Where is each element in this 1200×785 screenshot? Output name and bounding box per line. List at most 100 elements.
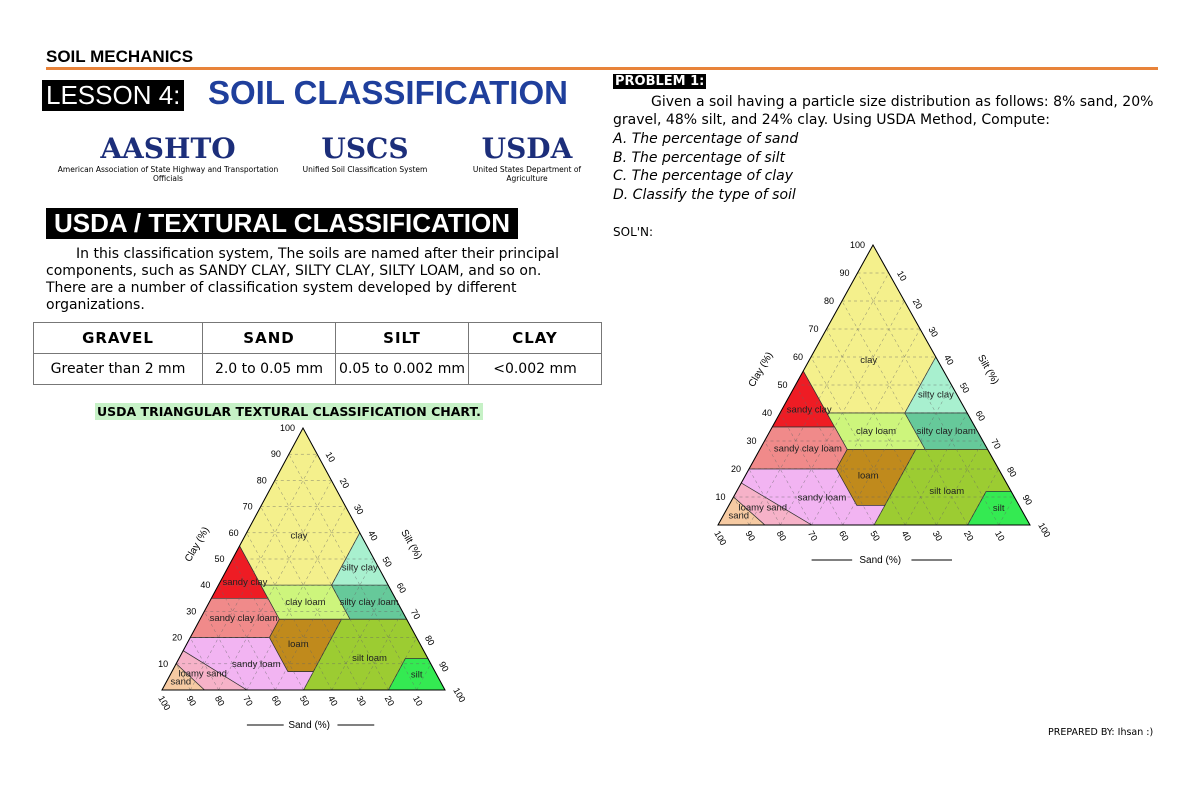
clay-tick-label: 90 [271,449,281,459]
logo-name: USDA [481,132,573,165]
sand-tick-label: 40 [899,529,913,543]
sand-tick-label: 10 [411,694,425,708]
grid-line [873,384,952,526]
silt-tick-label: 90 [437,660,451,674]
grid-line [175,663,191,691]
grid-line [416,663,431,691]
sand-tick-label: 60 [269,694,283,708]
problem-item: C. The percentage of clay [613,168,794,184]
clay-tick-label: 80 [824,296,834,306]
grid-line [749,272,889,526]
region-label: clay [291,530,308,541]
table-cell: 2.0 to 0.05 mm [202,353,336,385]
axis-title: Sand (%) [288,720,330,731]
logo-caption: Unified Soil Classification System [302,165,428,174]
region-label: sandy loam [798,492,847,503]
silt-tick-label: 80 [423,634,437,648]
sand-tick-label: 70 [241,694,255,708]
region-label: silt loam [929,486,964,497]
table-header: CLAY [468,322,602,354]
sand-tick-label: 40 [326,694,340,708]
problem-item: A. The percentage of sand [613,131,799,147]
grid-line [764,440,812,526]
grid-line [998,496,1015,526]
clay-tick-label: 50 [214,554,224,564]
region-label: sand [171,676,192,687]
solution-label: SOL'N: [613,225,654,239]
sand-tick-label: 30 [354,694,368,708]
prepared-by: PREPARED BY: Ihsan :) [1048,727,1154,738]
triangle-outline [717,243,1031,526]
region-label: clay loam [285,597,325,608]
sand-tick-label: 70 [806,529,820,543]
clay-tick-label: 60 [793,352,803,362]
course: SOIL MECHANICS [46,47,194,66]
clay-tick-label: 70 [808,324,818,334]
grid-line [303,558,375,691]
clay-tick-label: 30 [186,606,196,616]
region-label: sand [728,511,749,522]
sand-tick-label: 50 [868,529,882,543]
grid-line [748,468,781,526]
problem-statement: Given a soil having a particle size dist… [613,94,1154,128]
silt-tick-label: 40 [942,353,956,367]
grid-line [218,585,276,691]
clay-tick-label: 20 [731,464,741,474]
silt-tick-label: 50 [958,381,972,395]
region-label: silty clay [918,389,954,400]
clay-tick-label: 70 [243,502,253,512]
clay-tick-label: 10 [158,659,168,669]
silt-tick-label: 60 [394,581,408,595]
paragraph: In this classification system, The soils… [46,246,559,313]
chart-caption: USDA TRIANGULAR TEXTURAL CLASSIFICATION … [95,403,483,420]
region-label: loamy sand [738,503,787,514]
clay-tick-label: 100 [280,423,295,433]
logo-name: USCS [321,132,409,165]
grid-line [936,440,984,526]
table: GRAVEL SAND SILT CLAY Greater than 2 mm 2.0 … [33,322,602,385]
sand-tick-label: 100 [712,529,728,547]
sand-tick-label: 10 [993,529,1007,543]
region-label: sandy loam [232,659,281,670]
sand-tick-label: 80 [213,694,227,708]
silt-tick-label: 50 [380,555,394,569]
problem-label: PROBLEM 1: [613,74,707,89]
region-label: silty clay [342,563,378,574]
region-label: loamy sand [178,669,227,680]
silt-tick-label: 20 [911,297,925,311]
clay-tick-label: 90 [839,268,849,278]
grid-line [260,506,361,691]
silt-tick-label: 70 [989,437,1003,451]
silt-tick-label: 100 [451,686,467,704]
problem-item: B. The percentage of silt [613,149,785,166]
sand-tick-label: 50 [298,694,312,708]
region-label: silt [411,669,423,680]
axis-title: Sand (%) [859,555,901,566]
logo-caption: United States Department of Agriculture [472,165,582,183]
axis-title: Silt (%) [398,528,424,561]
table-header: GRAVEL [33,322,203,354]
logo: AASHTO American Association of State Hig… [50,132,286,183]
silt-tick-label: 100 [1036,521,1052,539]
logo: USDA United States Department of Agricul… [454,132,600,183]
logo: USCS Unified Soil Classification System [290,132,440,174]
lesson-label: LESSON 4: [42,80,185,111]
table-cell: 0.05 to 0.002 mm [335,353,469,385]
grid-line [733,496,750,526]
axis-title: Silt (%) [975,353,1001,386]
grid-line [967,468,999,526]
grid-line [246,506,346,691]
triangle-outline [161,426,446,691]
clay-tick-label: 100 [850,240,865,250]
lesson-title: SOIL CLASSIFICATION [208,74,568,111]
grid-line [232,558,304,691]
grid-line [811,328,921,526]
clay-tick-label: 20 [172,633,182,643]
axis-title: Clay (%) [183,525,212,564]
grid-line [288,454,417,691]
silt-tick-label: 20 [338,476,352,490]
silt-tick-label: 80 [1005,465,1019,479]
